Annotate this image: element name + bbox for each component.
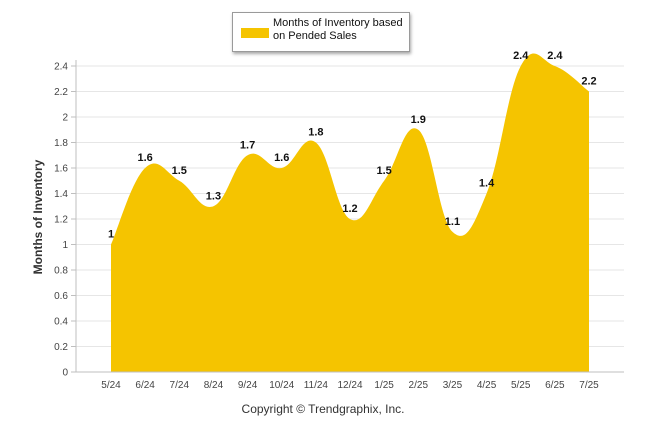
data-label: 1.8 xyxy=(308,127,323,139)
x-tick-label: 3/25 xyxy=(443,380,463,391)
y-tick-label: 0.4 xyxy=(54,317,68,328)
x-tick-label: 11/24 xyxy=(304,380,329,391)
data-labels: 1 1.6 1.5 1.3 1.7 1.6 1.8 1.2 1.5 1.9 1.1 1.4 2.4 2.4… xyxy=(108,50,597,241)
y-axis-title: Months of Inventory xyxy=(31,159,45,274)
x-tick-label: 6/25 xyxy=(545,380,565,391)
y-tick-label: 0.8 xyxy=(54,266,68,277)
data-label: 1.6 xyxy=(137,152,152,164)
y-tick-label: 2.2 xyxy=(54,87,68,98)
y-tick-label: 1.8 xyxy=(54,138,68,149)
x-tick-label: 7/25 xyxy=(579,380,599,391)
data-label: 1.1 xyxy=(445,216,460,228)
copyright-footer: Copyright © Trendgraphix, Inc. xyxy=(241,402,405,416)
y-tick-label: 0.2 xyxy=(54,342,68,353)
y-tick-label: 0 xyxy=(62,368,68,379)
data-label: 1 xyxy=(108,229,114,241)
data-label: 1.5 xyxy=(172,165,187,177)
x-tick-label: 8/24 xyxy=(204,380,224,391)
data-label: 2.4 xyxy=(513,50,529,62)
x-tick-label: 5/24 xyxy=(101,380,121,391)
x-tick-label: 7/24 xyxy=(170,380,190,391)
y-tick-label: 2.4 xyxy=(54,62,68,73)
x-tick-label: 10/24 xyxy=(269,380,294,391)
x-tick-label: 4/25 xyxy=(477,380,497,391)
data-label: 1.6 xyxy=(274,152,289,164)
x-tick-label: 12/24 xyxy=(337,380,362,391)
data-label: 1.9 xyxy=(411,114,426,126)
y-tick-label: 0.6 xyxy=(54,291,68,302)
axes: 0 0.2 0.4 0.6 0.8 1 1.2 1.4 1.6 1.8 2 2.2 2.4 5/24 6/2… xyxy=(54,60,624,391)
data-label: 1.5 xyxy=(376,165,391,177)
y-tick-label: 1.4 xyxy=(54,189,68,200)
x-tick-label: 1/25 xyxy=(374,380,394,391)
y-tick-label: 2 xyxy=(62,113,68,124)
x-tick-label: 2/25 xyxy=(409,380,429,391)
data-label: 2.2 xyxy=(581,76,596,88)
x-tick-label: 5/25 xyxy=(511,380,531,391)
data-label: 2.4 xyxy=(547,50,563,62)
legend-swatch xyxy=(241,28,269,38)
y-tick-label: 1.6 xyxy=(54,164,68,175)
legend[interactable]: Months of Inventory based on Pended Sale… xyxy=(232,12,410,52)
data-label: 1.7 xyxy=(240,139,255,151)
legend-label: Months of Inventory based on Pended Sale… xyxy=(273,17,403,42)
y-tick-label: 1.2 xyxy=(54,215,68,226)
series-area xyxy=(111,53,589,372)
data-label: 1.4 xyxy=(479,178,495,190)
y-tick-label: 1 xyxy=(62,240,68,251)
x-tick-label: 9/24 xyxy=(238,380,258,391)
data-label: 1.3 xyxy=(206,190,221,202)
data-label: 1.2 xyxy=(342,203,357,215)
x-tick-label: 6/24 xyxy=(135,380,155,391)
